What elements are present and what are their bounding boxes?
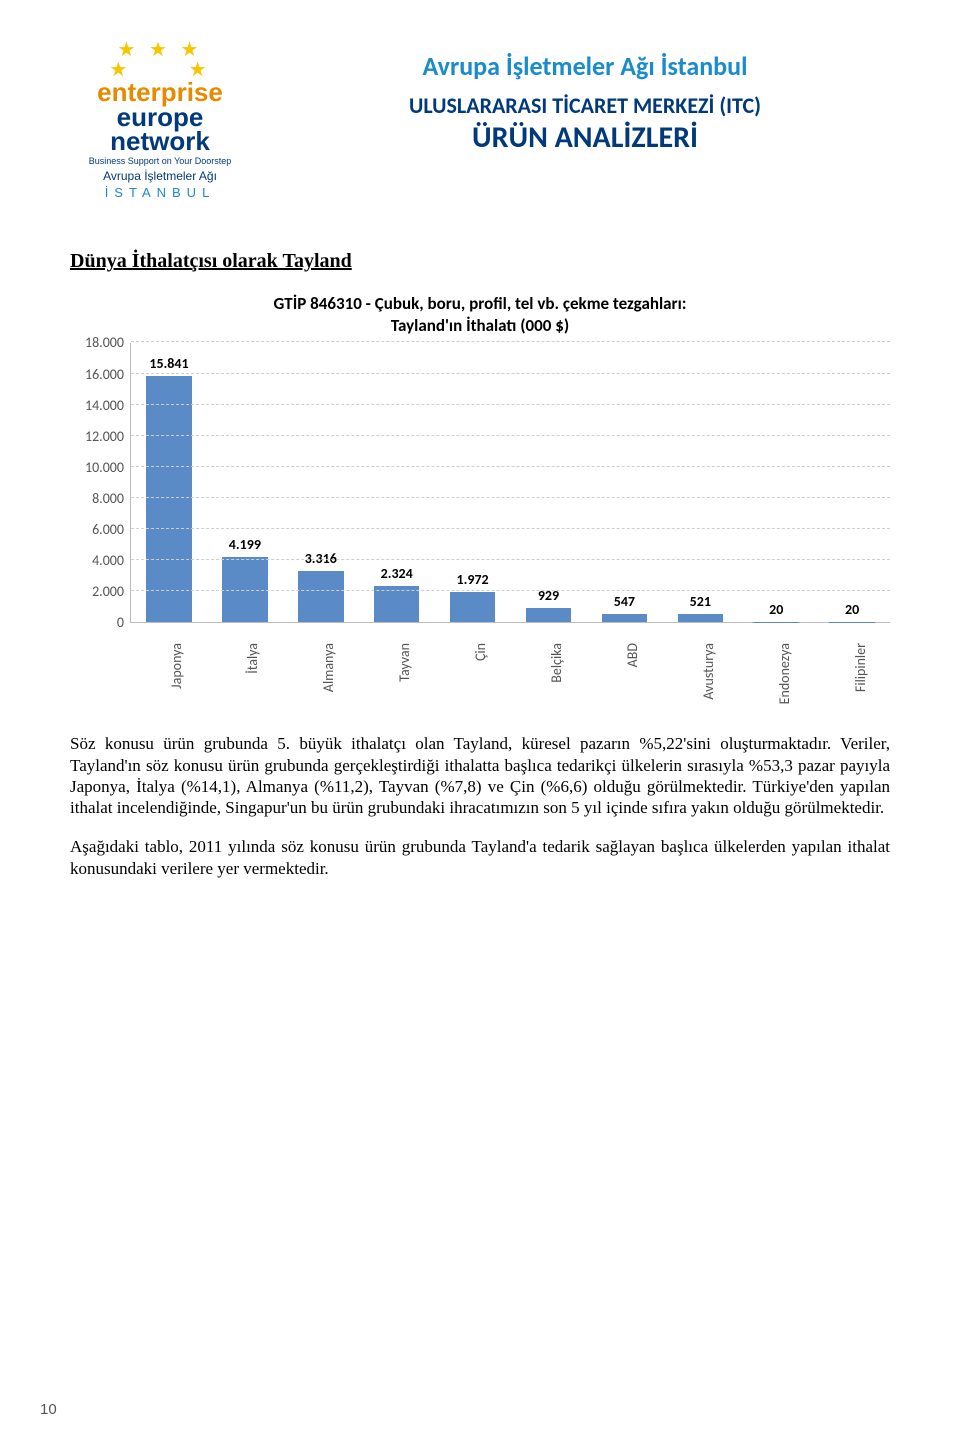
chart-title-line1: GTİP 846310 - Çubuk, boru, profil, tel v…	[274, 293, 687, 314]
bar-value-label: 2.324	[381, 565, 413, 582]
x-tick: Tayvan	[358, 623, 434, 703]
bar-column: 20	[738, 343, 814, 622]
x-tick: Japonya	[130, 623, 206, 703]
gridline	[131, 559, 890, 560]
page: ★ ★ ★★ ★ enterprise europe network Busin…	[0, 0, 960, 1448]
bar	[602, 614, 648, 623]
chart-plot: 15.841 4.199 3.316 2.324 1.972 929 547 521 20 20	[130, 343, 890, 623]
x-tick: İtalya	[206, 623, 282, 703]
bar-value-label: 547	[614, 593, 635, 610]
gridline	[131, 373, 890, 374]
gridline	[131, 404, 890, 405]
gridline	[131, 435, 890, 436]
logo-stars-icon: ★ ★ ★★ ★	[109, 40, 210, 80]
gridline	[131, 466, 890, 467]
bar-column: 929	[511, 343, 587, 622]
section-heading: Dünya İthalatçısı olarak Tayland	[70, 250, 890, 273]
x-tick: Almanya	[282, 623, 358, 703]
x-tick: Endonezya	[738, 623, 814, 703]
gridline	[131, 497, 890, 498]
gridline	[131, 590, 890, 591]
chart-title: GTİP 846310 - Çubuk, boru, profil, tel v…	[70, 293, 890, 337]
gridline	[131, 341, 890, 342]
logo-tagline: Business Support on Your Doorstep	[89, 156, 232, 166]
bar-value-label: 1.972	[457, 571, 489, 588]
chart-bars: 15.841 4.199 3.316 2.324 1.972 929 547 521 20 20	[131, 343, 890, 622]
bar-value-label: 20	[845, 601, 859, 618]
paragraph-2: Aşağıdaki tablo, 2011 yılında söz konusu…	[70, 836, 890, 879]
bar-chart: GTİP 846310 - Çubuk, boru, profil, tel v…	[70, 293, 890, 703]
bar-value-label: 521	[690, 593, 711, 610]
bar-value-label: 4.199	[229, 536, 261, 553]
x-tick: ABD	[586, 623, 662, 703]
x-axis: JaponyaİtalyaAlmanyaTayvanÇinBelçikaABDA…	[130, 623, 890, 703]
bar-value-label: 15.841	[149, 355, 188, 372]
bar	[146, 376, 192, 622]
bar-column: 2.324	[359, 343, 435, 622]
bar-value-label: 20	[769, 601, 783, 618]
logo-sub: Avrupa İşletmeler Ağı	[103, 170, 217, 183]
logo-brand-bot: network	[110, 126, 210, 156]
bar-column: 4.199	[207, 343, 283, 622]
gridline	[131, 528, 890, 529]
bar	[450, 592, 496, 623]
bar-column: 20	[814, 343, 890, 622]
x-tick: Filipinler	[814, 623, 890, 703]
chart-area: 18.00016.00014.00012.00010.0008.0006.000…	[70, 343, 890, 623]
page-number: 10	[40, 1401, 57, 1418]
logo-block: ★ ★ ★★ ★ enterprise europe network Busin…	[70, 40, 250, 200]
bar	[526, 608, 572, 622]
header: ★ ★ ★★ ★ enterprise europe network Busin…	[70, 40, 890, 200]
y-axis: 18.00016.00014.00012.00010.0008.0006.000…	[70, 343, 130, 623]
title-block: Avrupa İşletmeler Ağı İstanbul ULUSLARAR…	[280, 40, 890, 156]
bar-column: 1.972	[435, 343, 511, 622]
logo-brand: enterprise europe network	[97, 80, 223, 154]
title-line2: ULUSLARARASI TİCARET MERKEZİ (ITC)	[280, 92, 890, 119]
title-line1: Avrupa İşletmeler Ağı İstanbul	[280, 50, 890, 82]
title-line3: ÜRÜN ANALİZLERİ	[280, 119, 890, 156]
bar	[678, 614, 724, 622]
paragraph-1: Söz konusu ürün grubunda 5. büyük ithala…	[70, 733, 890, 818]
x-tick: Çin	[434, 623, 510, 703]
bar-column: 547	[586, 343, 662, 622]
bar-column: 521	[662, 343, 738, 622]
bar-column: 3.316	[283, 343, 359, 622]
bar	[298, 571, 344, 623]
x-tick: Belçika	[510, 623, 586, 703]
bar	[374, 586, 420, 622]
logo-city: İSTANBUL	[105, 185, 216, 200]
x-tick: Avusturya	[662, 623, 738, 703]
chart-title-line2: Tayland'ın İthalatı (000 $)	[391, 315, 569, 336]
bar-column: 15.841	[131, 343, 207, 622]
